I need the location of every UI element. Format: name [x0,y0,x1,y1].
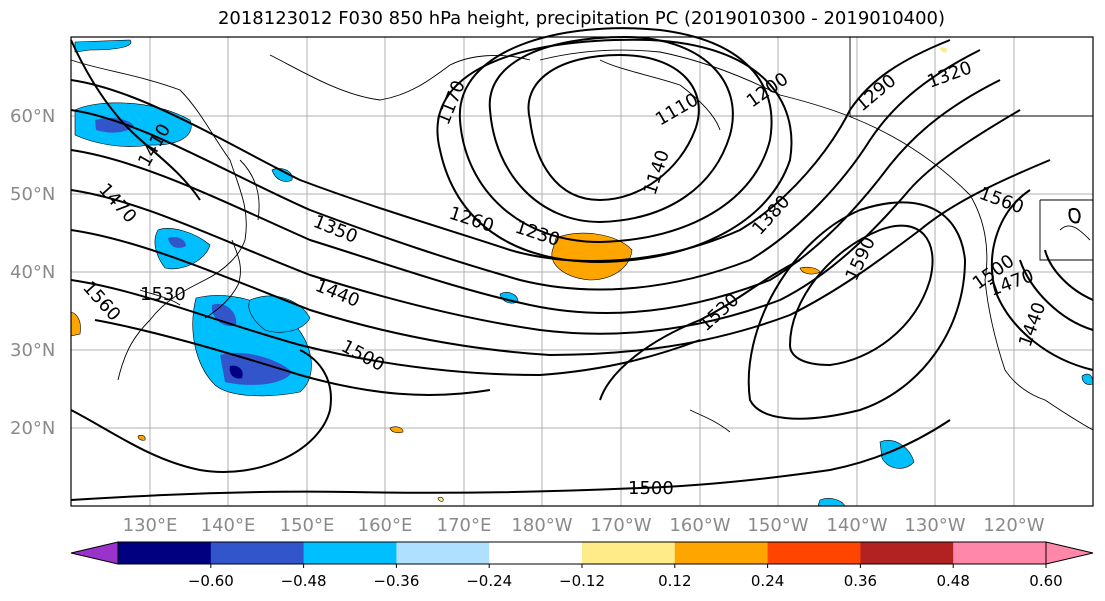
colorbar-tick-label: 0.60 [1029,572,1062,590]
colorbar-tick-label: 0.36 [844,572,877,590]
colorbar-segments [117,541,1047,565]
colorbar-tick-label: 0.48 [936,572,969,590]
lon-label: 140°W [826,515,887,536]
colorbar-tick-label: 0.12 [658,572,691,590]
colorbar-tick-label: −0.60 [188,572,234,590]
lon-label: 160°W [669,515,730,536]
lon-label: 150°E [280,515,335,536]
lon-label: 120°W [983,515,1044,536]
colorbar-segment [767,542,861,564]
lon-label: 130°E [123,515,178,536]
lat-label-40n: 40°N [10,262,55,283]
height-contours [70,27,1094,501]
map-title: 2018123012 F030 850 hPa height, precipit… [217,8,946,29]
colorbar-extend-max [1045,541,1094,565]
colorbar-segment [489,542,583,564]
colorbar-tick-label: −0.12 [559,572,605,590]
lon-label: 130°W [904,515,965,536]
colorbar-segment [303,542,397,564]
latitude-labels: 60°N 50°N 40°N 30°N 20°N [10,106,55,439]
map-frame [70,36,1094,507]
longitude-labels: 130°E 140°E 150°E 160°E 170°E 180°W 170°… [123,515,1045,536]
colorbar-segment [396,542,490,564]
colorbar-tick-label: 0.24 [751,572,784,590]
colorbar-extend-min [70,541,119,565]
colorbar-tick-label: −0.24 [466,572,512,590]
colorbar-tick-label: −0.36 [373,572,419,590]
lon-label: 160°E [358,515,413,536]
lat-label-20n: 20°N [10,418,55,439]
colorbar-segment [860,542,954,564]
contour-label: 1530 [140,284,186,305]
lon-label: 170°W [590,515,651,536]
colorbar-segment [582,542,676,564]
lat-label-60n: 60°N [10,106,55,127]
lon-label: 140°E [201,515,256,536]
lat-label-30n: 30°N [10,340,55,361]
lat-label-50n: 50°N [10,184,55,205]
lon-label: 180°W [511,515,572,536]
lon-label: 170°E [437,515,492,536]
colorbar: −0.60 −0.48 −0.36 −0.24 −0.12 0.12 0.24 0.36 0.4… [70,541,1094,590]
colorbar-segment [674,542,769,564]
colorbar-segment [118,542,212,564]
coastlines [70,37,1094,433]
contour-label: 1500 [628,478,674,499]
lon-label: 150°W [747,515,808,536]
colorbar-ticks: −0.60 −0.48 −0.36 −0.24 −0.12 0.12 0.24 0.36 0.4… [188,564,1063,590]
colorbar-segment [210,542,305,564]
colorbar-segment [953,542,1047,564]
colorbar-tick-label: −0.48 [281,572,327,590]
